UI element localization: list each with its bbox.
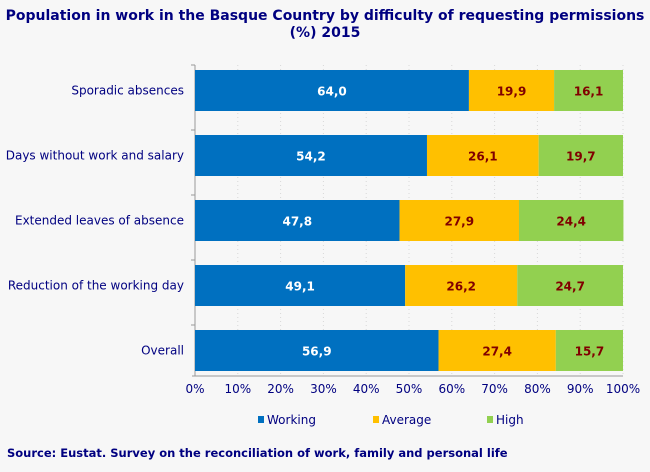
data-label: 26,2 [446,280,476,294]
x-tick-label: 0% [185,382,204,396]
bar-average [426,135,539,176]
x-tick-label: 90% [567,382,594,396]
x-tick-label: 50% [396,382,423,396]
x-tick-label: 60% [438,382,465,396]
category-label: Overall [141,344,184,358]
bar-working [195,265,406,306]
data-label: 27,9 [444,215,474,229]
bar-high [517,265,623,306]
bar-high [538,135,623,176]
data-label: 16,1 [574,85,604,99]
bar-high [554,70,623,111]
bar-working [195,330,439,371]
bar-working [195,70,469,111]
legend-label: High [496,413,524,427]
data-label: 15,7 [575,345,605,359]
legend-swatch-average [373,416,379,423]
x-tick-label: 10% [224,382,251,396]
x-tick-label: 30% [310,382,337,396]
data-label: 64,0 [317,85,347,99]
data-label: 56,9 [302,345,332,359]
bar-average [405,265,518,306]
category-label: Sporadic absences [71,84,184,98]
data-label: 24,7 [555,280,585,294]
data-label: 27,4 [482,345,512,359]
source-note: Source: Eustat. Survey on the reconcilia… [7,446,508,460]
data-label: 24,4 [556,215,586,229]
x-tick-label: 80% [524,382,551,396]
legend-swatch-working [258,416,264,423]
bar-high [555,330,623,371]
x-tick-label: 100% [606,382,640,396]
bar-average [399,200,519,241]
legend-label: Working [267,413,316,427]
bar-average [438,330,556,371]
data-label: 49,1 [285,280,315,294]
bar-working [195,135,427,176]
x-tick-label: 70% [481,382,508,396]
chart-title: Population in work in the Basque Country… [5,8,645,41]
x-tick-label: 40% [353,382,380,396]
data-label: 26,1 [468,150,498,164]
bar-working [195,200,400,241]
data-label: 54,2 [296,150,326,164]
category-label: Extended leaves of absence [15,214,184,228]
stacked-bar-chart: 0% 10% 20% 30% 40% 50% 60% 70% 80% 90% 100% Sporadi… [6,64,640,427]
data-label: 19,9 [497,85,527,99]
legend-swatch-high [487,416,493,423]
bar-average [468,70,555,111]
data-label: 47,8 [282,215,312,229]
x-tick-label: 20% [267,382,294,396]
legend-label: Average [382,413,431,427]
bar-high [518,200,624,241]
category-label: Days without work and salary [6,149,184,163]
category-label: Reduction of the working day [8,279,184,293]
data-label: 19,7 [566,150,596,164]
